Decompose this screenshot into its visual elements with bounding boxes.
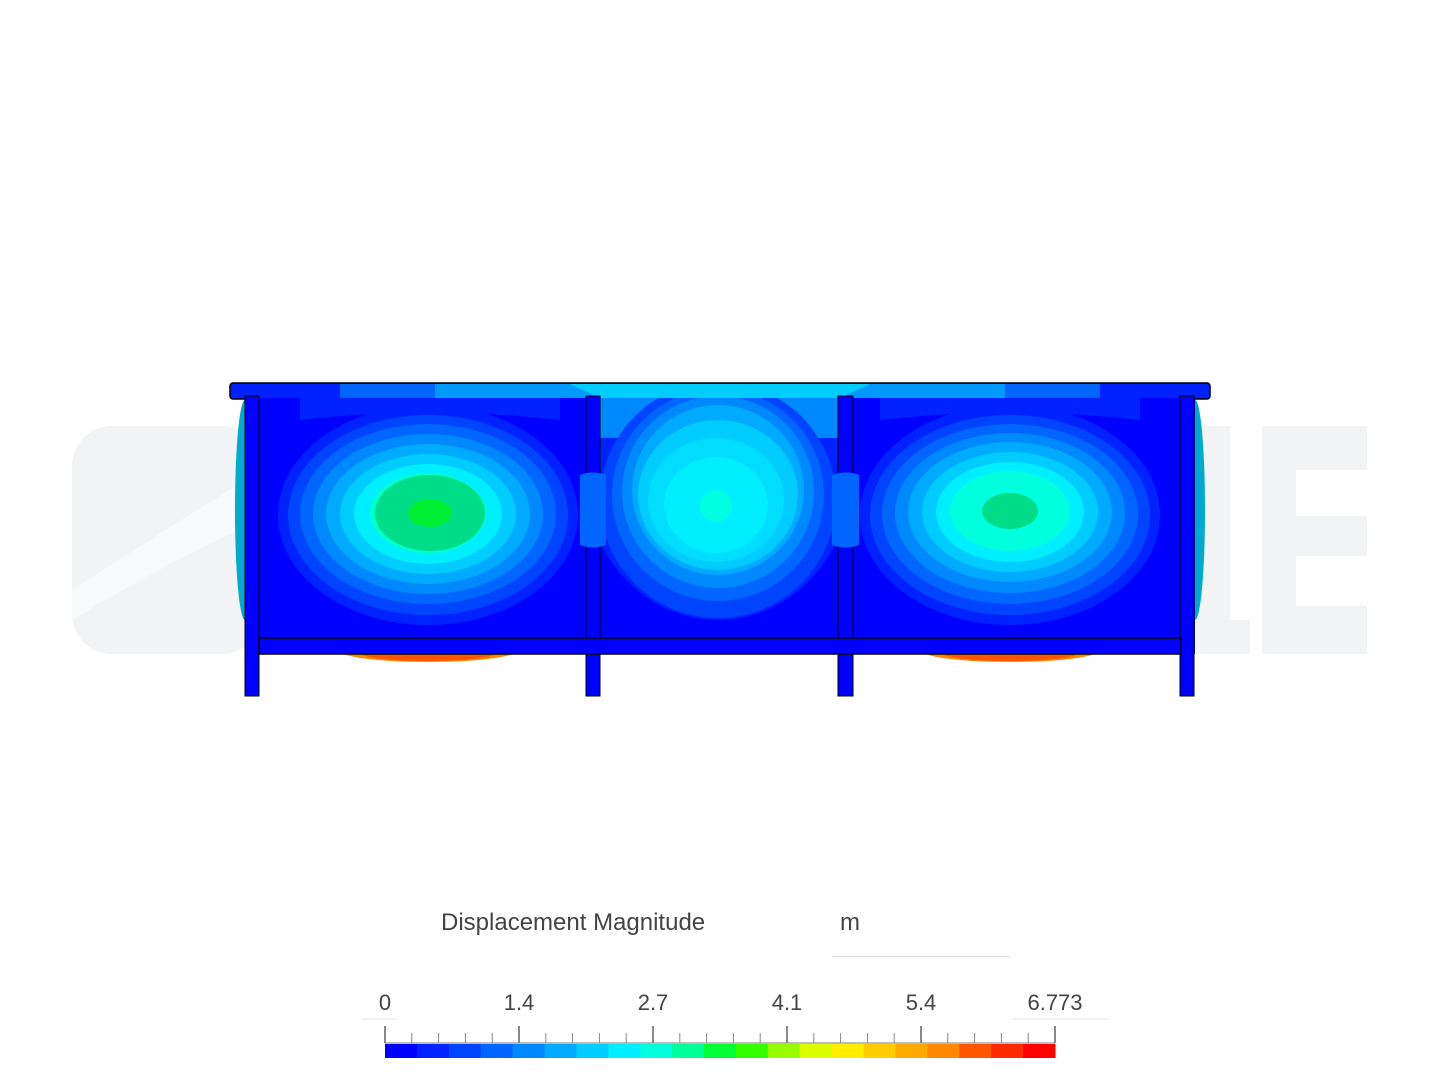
legend-title: Displacement Magnitude: [441, 909, 706, 936]
colorbar-segment: [416, 1044, 450, 1058]
colorbar-segment: [895, 1044, 928, 1058]
colorbar-segment: [672, 1044, 705, 1058]
colorbar-segment: [385, 1044, 418, 1058]
colorbar-segment: [767, 1044, 801, 1058]
colorbar-segment: [991, 1044, 1024, 1058]
colorbar-segment: [608, 1044, 641, 1058]
colorbar-segment: [544, 1044, 577, 1058]
right-post: [1179, 395, 1195, 697]
colorbar-segment: [704, 1044, 737, 1058]
bottom-beam: [258, 637, 1182, 655]
colorbar: [362, 1018, 1109, 1058]
middle-panel-contours: [600, 398, 838, 638]
divider-bump-2: [832, 472, 859, 548]
legend-tick-label: 6.773: [1027, 990, 1083, 1015]
colorbar-segment: [576, 1044, 609, 1058]
colorbar-segment: [863, 1044, 896, 1058]
colorbar-segment: [448, 1044, 482, 1058]
colorbar-segment: [959, 1044, 992, 1058]
colorbar-segment: [831, 1044, 865, 1058]
colorbar-segment: [799, 1044, 833, 1058]
colorbar-segment: [640, 1044, 673, 1058]
colorbar-segment: [927, 1044, 960, 1058]
legend-unit-field[interactable]: m: [832, 909, 1010, 957]
watermark-logo: [72, 426, 1367, 654]
right-panel-contours: [853, 398, 1180, 638]
colorbar-segment: [1023, 1044, 1056, 1058]
colorbar-segment: [512, 1044, 546, 1058]
divider-bump-1: [580, 472, 606, 548]
legend-tick-label: 4.1: [771, 990, 803, 1015]
left-post: [244, 395, 260, 697]
legend-tick-label: 0: [378, 990, 392, 1015]
legend-tick-labels: 0 1.4 2.7 4.1 5.4 6.773: [360, 990, 1120, 1020]
colorbar-segment: [735, 1044, 769, 1058]
left-panel-contours: [259, 398, 587, 638]
legend-tick-label: 5.4: [905, 990, 937, 1015]
top-plate-peak: [570, 384, 870, 398]
colorbar-segment: [480, 1044, 514, 1058]
legend-tick-label: 1.4: [503, 990, 535, 1015]
legend-tick-label: 2.7: [637, 990, 669, 1015]
